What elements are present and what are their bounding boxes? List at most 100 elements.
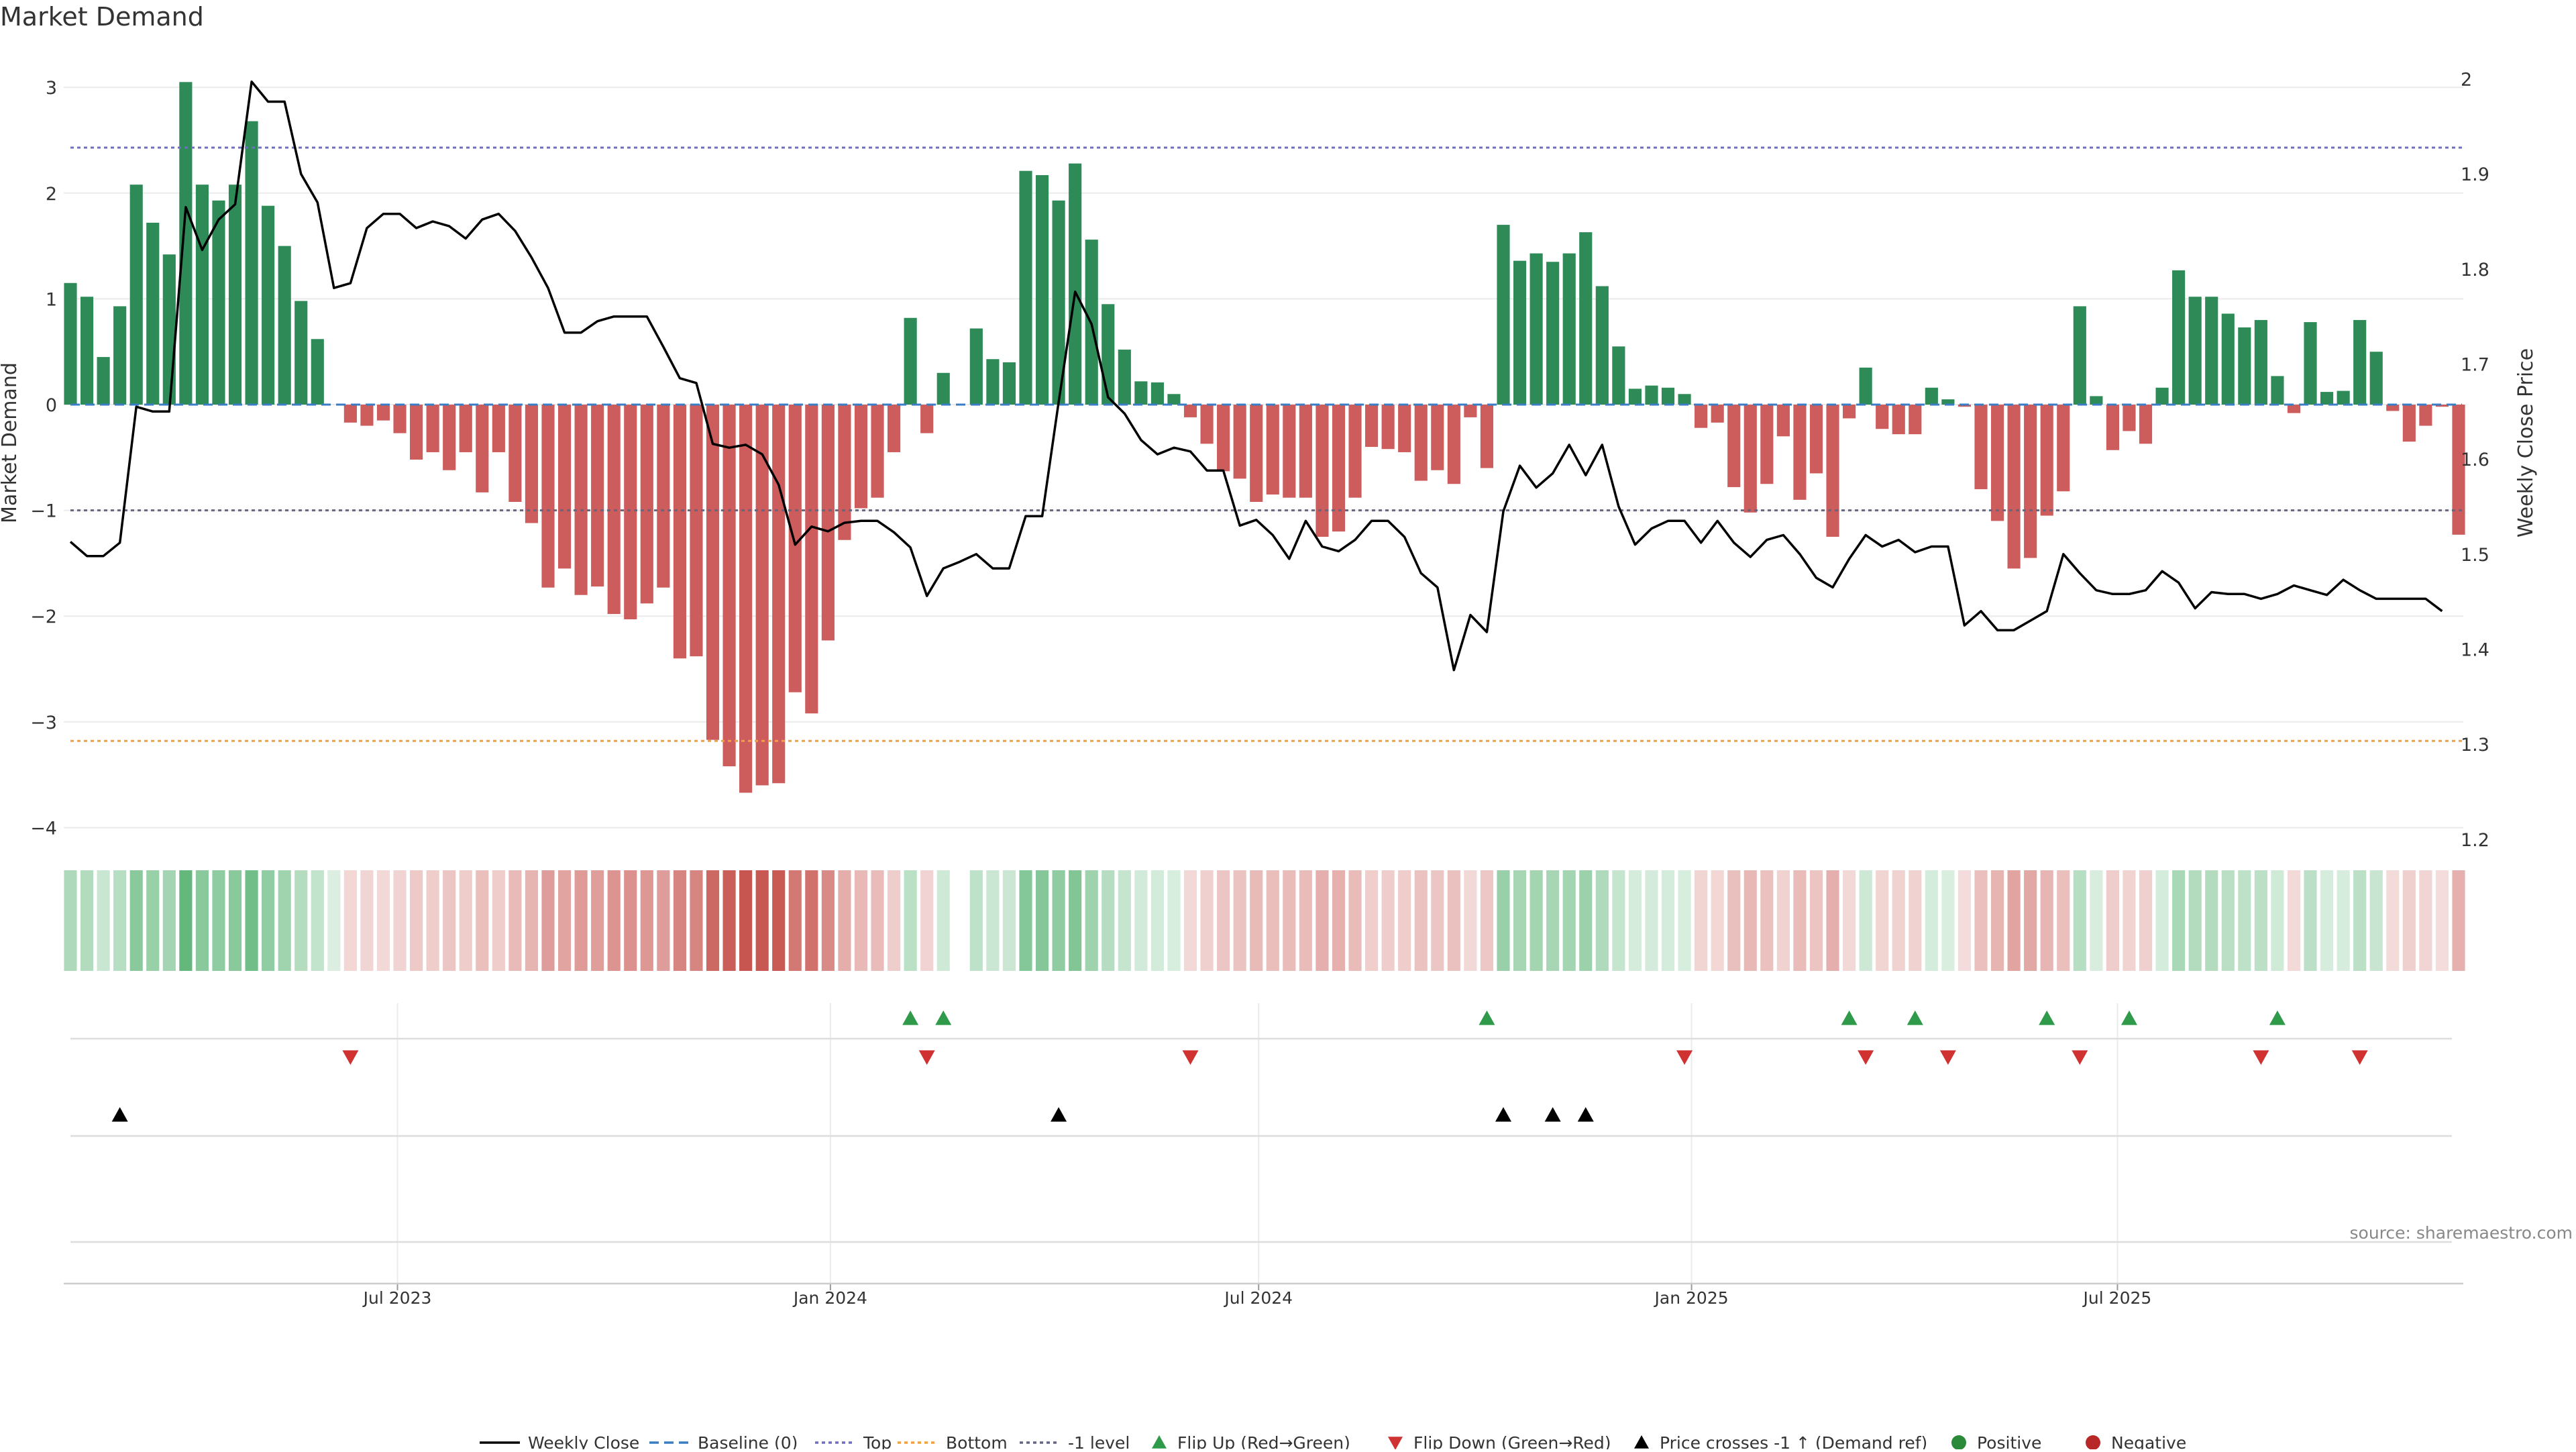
demand-bar — [2057, 405, 2070, 492]
demand-bar — [1809, 405, 1823, 474]
demand-bar — [821, 405, 835, 641]
demand-bar — [788, 405, 802, 692]
demand-bar — [146, 222, 160, 405]
price-cross-marker — [1051, 1107, 1067, 1122]
heat-strip-cell — [2205, 870, 2218, 971]
demand-bar — [492, 405, 505, 452]
demand-bar — [1316, 405, 1329, 537]
demand-bar — [986, 359, 1000, 405]
legend-label: Flip Up (Red→Green) — [1177, 1433, 1350, 1449]
heat-strip-cell — [1134, 870, 1148, 971]
heat-strip-cell — [1283, 870, 1296, 971]
price-cross-marker — [1544, 1107, 1561, 1122]
heat-strip-cell — [1612, 870, 1625, 971]
demand-bar — [838, 405, 851, 540]
demand-bar — [1134, 381, 1148, 405]
demand-bar — [591, 405, 604, 587]
demand-bar — [2155, 387, 2169, 405]
heat-strip-cell — [80, 870, 94, 971]
heat-strip-cell — [1727, 870, 1741, 971]
price-cross-marker — [1495, 1107, 1511, 1122]
heat-strip-cell — [410, 870, 423, 971]
demand-bar — [80, 297, 94, 405]
demand-bar — [1052, 200, 1065, 405]
demand-bar — [1348, 405, 1362, 498]
demand-bar — [2320, 392, 2334, 405]
demand-bar — [1513, 260, 1527, 405]
heat-strip-cell — [492, 870, 505, 971]
demand-bar — [1727, 405, 1741, 487]
heat-strip-cell — [1925, 870, 1938, 971]
heat-strip-cell — [1348, 870, 1362, 971]
demand-bar — [690, 405, 703, 657]
demand-bar — [1365, 405, 1379, 448]
legend-item: Top — [815, 1433, 892, 1452]
demand-bar — [1183, 405, 1197, 417]
demand-bar — [2452, 405, 2465, 535]
demand-bar — [1892, 405, 1905, 435]
heat-strip-cell — [1447, 870, 1460, 971]
heat-strip-cell — [541, 870, 555, 971]
legend-item: Weekly Close — [480, 1433, 639, 1452]
demand-bar — [1529, 253, 1543, 405]
heat-strip-cell — [1628, 870, 1642, 971]
demand-bar — [1957, 405, 1972, 407]
legend-item: Price crosses -1 ↑ (Demand ref) — [1634, 1433, 1927, 1452]
heat-strip-cell — [1019, 870, 1032, 971]
demand-bar — [1299, 405, 1312, 498]
demand-bar — [1200, 405, 1214, 444]
demand-bar — [1546, 262, 1560, 405]
flip-down-marker — [2072, 1050, 2088, 1065]
demand-bar — [640, 405, 653, 604]
flip-up-marker — [2039, 1010, 2055, 1025]
demand-bar — [245, 121, 258, 405]
heat-strip-cell — [2040, 870, 2053, 971]
heat-strip-cell — [1069, 870, 1082, 971]
demand-bar — [162, 254, 176, 405]
demand-bar — [805, 405, 818, 714]
demand-bar — [1233, 405, 1246, 479]
heat-strip-cell — [1579, 870, 1593, 971]
heat-strip-cell — [1843, 870, 1856, 971]
heat-strip-cell — [2057, 870, 2070, 971]
heat-strip-cell — [343, 870, 357, 971]
demand-bar — [262, 205, 275, 405]
demand-bar — [2271, 376, 2284, 405]
demand-bar — [2073, 306, 2086, 405]
demand-bar — [376, 405, 390, 421]
heat-strip-cell — [2271, 870, 2284, 971]
demand-bar — [1398, 405, 1411, 452]
heat-strip-cell — [690, 870, 703, 971]
demand-bar — [2024, 405, 2037, 558]
heat-strip-cell — [1743, 870, 1757, 971]
demand-bar — [1480, 405, 1494, 468]
demand-bar — [739, 405, 753, 793]
demand-bar — [1941, 399, 1955, 405]
demand-bar — [179, 82, 193, 405]
heat-strip-cell — [1464, 870, 1477, 971]
heat-strip-cell — [805, 870, 818, 971]
y-tick-label: −2 — [30, 607, 57, 627]
heat-strip-cell — [228, 870, 242, 971]
legend-swatch — [2086, 1435, 2100, 1450]
heat-strip-cell — [459, 870, 472, 971]
heat-strip-cell — [821, 870, 835, 971]
demand-bar — [1250, 405, 1263, 503]
heat-strip-cell — [1793, 870, 1807, 971]
legend-label: Bottom — [946, 1433, 1008, 1449]
heat-strip-cell — [1480, 870, 1494, 971]
demand-bar — [871, 405, 884, 498]
heat-strip-cell — [936, 870, 950, 971]
demand-bar — [1760, 405, 1774, 484]
legend-item: Baseline (0) — [649, 1433, 798, 1452]
demand-bar — [1628, 388, 1642, 405]
heat-strip-cell — [772, 870, 786, 971]
flip-up-marker — [2121, 1010, 2137, 1025]
demand-bar — [1925, 387, 1938, 405]
heat-strip-cell — [1562, 870, 1576, 971]
demand-bar — [360, 405, 374, 426]
heat-strip-cell — [1085, 870, 1098, 971]
demand-bar — [2369, 352, 2383, 405]
